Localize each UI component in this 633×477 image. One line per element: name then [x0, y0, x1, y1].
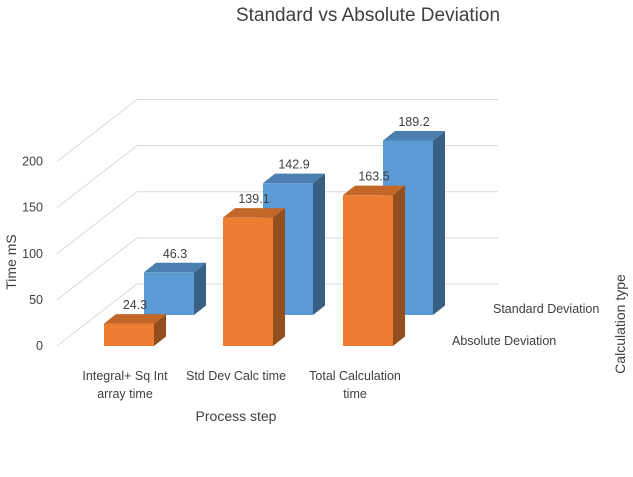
y-tick-label: 150 — [22, 201, 43, 215]
data-label: 163.5 — [358, 170, 389, 184]
bar-front — [223, 217, 273, 346]
bar-side — [194, 262, 206, 315]
bar-top — [263, 173, 325, 184]
series-label: Absolute Deviation — [452, 334, 556, 348]
x-axis-categories: Integral+ Sq Int array time Std Dev Calc t… — [82, 369, 400, 401]
data-label: 139.1 — [238, 192, 269, 206]
bar-side — [273, 208, 285, 346]
bar — [144, 262, 206, 315]
y-axis-ticks: 0 50 100 150 200 — [22, 155, 43, 354]
x-tick-label: Total Calculation — [309, 369, 401, 383]
data-label: 24.3 — [123, 298, 147, 312]
data-label: 142.9 — [278, 158, 309, 172]
bar-top — [343, 185, 405, 196]
bar-side — [433, 130, 445, 315]
x-tick-label: Integral+ Sq Int — [82, 369, 168, 383]
bar — [104, 314, 166, 346]
bar-side — [393, 185, 405, 346]
gridline — [56, 99, 498, 162]
x-tick-label: time — [343, 387, 367, 401]
depth-axis-title: Calculation type — [612, 274, 628, 374]
data-label: 189.2 — [398, 115, 429, 129]
gridline — [56, 145, 498, 209]
data-labels: 46.3 142.9 189.2 24.3 139.1 163.5 — [123, 115, 430, 312]
depth-axis-series: Absolute Deviation Standard Deviation — [452, 302, 599, 348]
bar — [263, 173, 325, 315]
y-tick-label: 200 — [22, 155, 43, 169]
y-tick-label: 50 — [29, 293, 43, 307]
bar-side — [313, 173, 325, 315]
x-tick-label: array time — [97, 387, 153, 401]
bar-front — [144, 272, 194, 315]
data-label: 46.3 — [163, 247, 187, 261]
bar-top — [144, 262, 206, 273]
bar — [223, 208, 285, 346]
chart-title: Standard vs Absolute Deviation — [236, 5, 500, 26]
y-axis-title: Time mS — [3, 234, 19, 289]
series-label: Standard Deviation — [493, 302, 599, 316]
bar-top — [223, 208, 285, 218]
y-tick-label: 100 — [22, 247, 43, 261]
bar-top — [104, 314, 166, 324]
bar-front — [343, 195, 393, 346]
bar-side — [154, 314, 166, 346]
x-axis-title: Process step — [196, 408, 277, 424]
bar — [343, 185, 405, 346]
y-tick-label: 0 — [36, 339, 43, 353]
bar-front — [104, 323, 154, 346]
chart-bars — [104, 130, 445, 346]
x-tick-label: Std Dev Calc time — [186, 369, 286, 383]
bar-top — [383, 130, 445, 141]
